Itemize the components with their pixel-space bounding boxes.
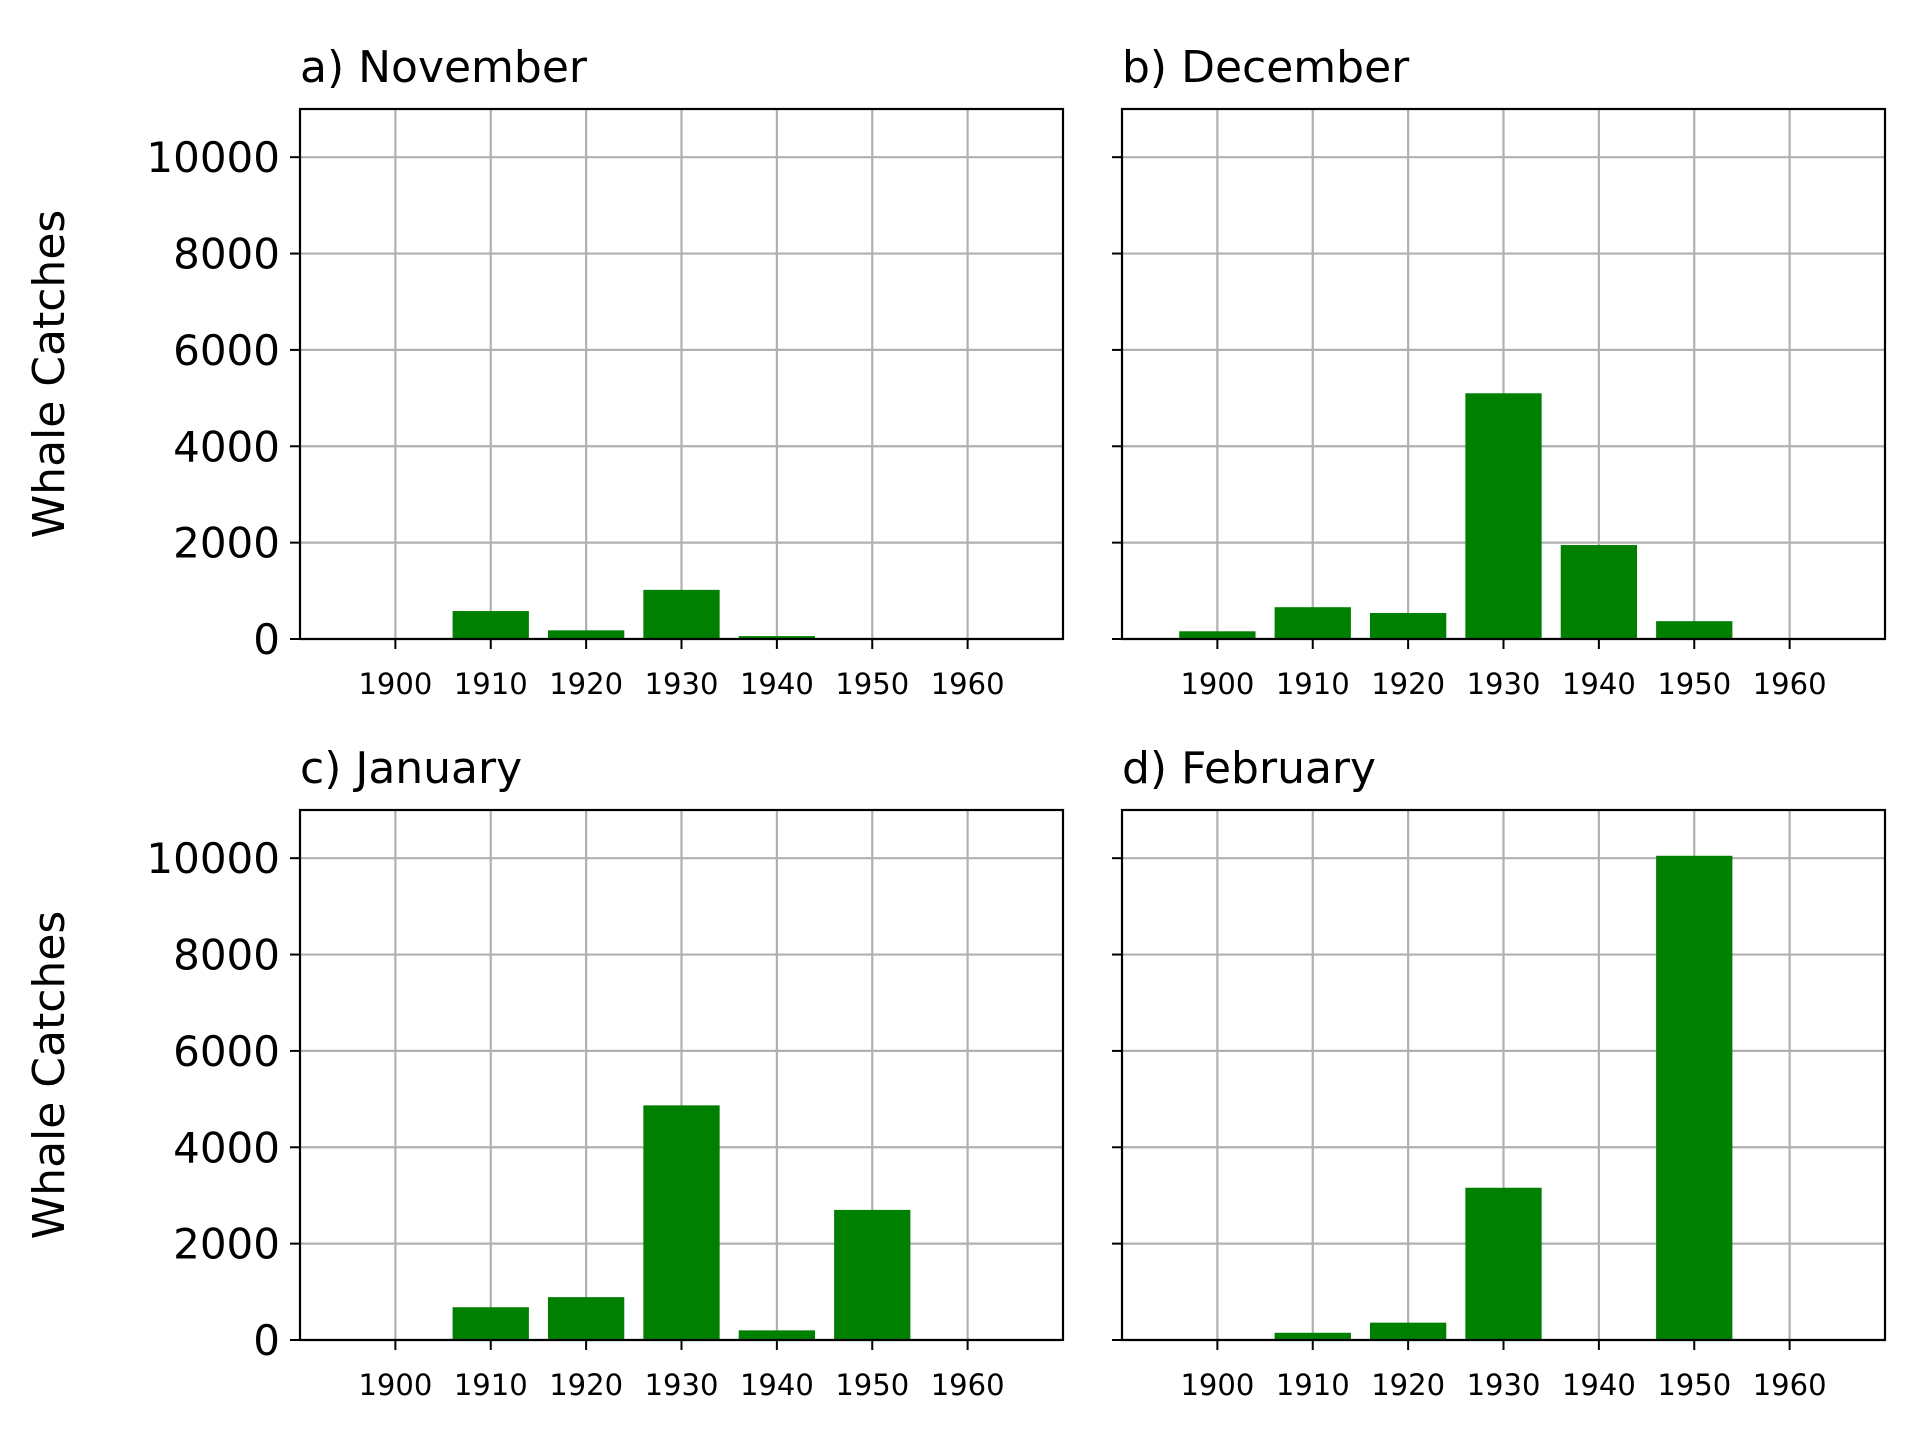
x-tick-label: 1920 xyxy=(549,1368,623,1402)
y-tick-label: 2000 xyxy=(173,519,280,568)
y-tick-label: 0 xyxy=(253,1316,280,1365)
bar-1930 xyxy=(1465,1187,1542,1340)
subplot-2: 1900 1910 1920 1930 1940 1950 1960 b) December xyxy=(1112,42,1887,701)
bar-1940 xyxy=(738,1330,816,1340)
y-tick-label: 6000 xyxy=(173,1027,280,1076)
x-tick-label: 1900 xyxy=(358,667,432,701)
y-tick-label: 4000 xyxy=(173,1123,280,1172)
x-tick-label: 1910 xyxy=(454,1368,528,1402)
y-axis-label: Whale Catches xyxy=(24,210,75,539)
x-tick-label: 1950 xyxy=(835,667,909,701)
x-tick-label: 1950 xyxy=(835,1368,909,1402)
bar-1920 xyxy=(1369,1322,1447,1340)
x-tick-label: 1900 xyxy=(1180,1368,1254,1402)
y-tick-label: 0 xyxy=(253,615,280,664)
bar-1950 xyxy=(1656,621,1733,639)
bar-1910 xyxy=(1274,607,1351,639)
subplot-3: 0 2000 4000 6000 8000 10000 1900 1910 1920 1930 19… xyxy=(24,743,1065,1402)
x-tick-label: 1940 xyxy=(740,667,814,701)
x-tick-label: 1930 xyxy=(645,667,719,701)
y-tick-label: 8000 xyxy=(173,931,280,980)
x-tick-label: 1940 xyxy=(1562,667,1636,701)
x-tick-label: 1960 xyxy=(1753,667,1827,701)
bar-1910 xyxy=(452,611,529,639)
bar-1920 xyxy=(547,1297,625,1340)
bar-1920 xyxy=(1369,612,1447,639)
x-tick-label: 1920 xyxy=(1371,1368,1445,1402)
x-tick-label: 1920 xyxy=(549,667,623,701)
x-tick-label: 1960 xyxy=(931,1368,1005,1402)
x-tick-label: 1910 xyxy=(1276,1368,1350,1402)
x-tick-label: 1930 xyxy=(1467,1368,1541,1402)
x-tick-label: 1920 xyxy=(1371,667,1445,701)
x-tick-label: 1930 xyxy=(1467,667,1541,701)
x-tick-label: 1940 xyxy=(1562,1368,1636,1402)
subplot-4: 1900 1910 1920 1930 1940 1950 1960 d) February xyxy=(1112,743,1887,1402)
x-tick-label: 1960 xyxy=(1753,1368,1827,1402)
x-tick-label: 1960 xyxy=(931,667,1005,701)
y-tick-label: 2000 xyxy=(173,1220,280,1269)
bar-1940 xyxy=(738,636,816,639)
bar-1950 xyxy=(1656,855,1733,1340)
y-tick-label: 6000 xyxy=(173,326,280,375)
y-tick-label: 8000 xyxy=(173,230,280,279)
y-tick-label: 4000 xyxy=(173,422,280,471)
x-tick-label: 1910 xyxy=(1276,667,1350,701)
bar-1920 xyxy=(547,630,625,639)
y-tick-label: 10000 xyxy=(146,133,280,182)
bar-1900 xyxy=(1179,631,1256,639)
x-tick-label: 1950 xyxy=(1657,667,1731,701)
subplot-1: 0 2000 4000 6000 8000 10000 1900 1910 1920 1930 19… xyxy=(24,42,1065,701)
bar-1910 xyxy=(452,1307,529,1340)
y-tick-label: 10000 xyxy=(146,834,280,883)
x-tick-label: 1950 xyxy=(1657,1368,1731,1402)
x-tick-label: 1900 xyxy=(1180,667,1254,701)
y-axis-label: Whale Catches xyxy=(24,911,75,1240)
x-tick-label: 1930 xyxy=(645,1368,719,1402)
bar-1910 xyxy=(1274,1332,1351,1340)
bar-1950 xyxy=(834,1209,911,1340)
bar-1930 xyxy=(643,1105,720,1340)
bar-1930 xyxy=(643,589,720,639)
x-tick-label: 1940 xyxy=(740,1368,814,1402)
panel-title: a) November xyxy=(300,42,588,93)
panel-title: b) December xyxy=(1122,42,1410,93)
panel-title: d) February xyxy=(1122,743,1376,794)
panel-title: c) January xyxy=(300,743,522,794)
x-tick-label: 1900 xyxy=(358,1368,432,1402)
x-tick-label: 1910 xyxy=(454,667,528,701)
bar-1940 xyxy=(1560,545,1638,639)
bar-1930 xyxy=(1465,393,1542,639)
